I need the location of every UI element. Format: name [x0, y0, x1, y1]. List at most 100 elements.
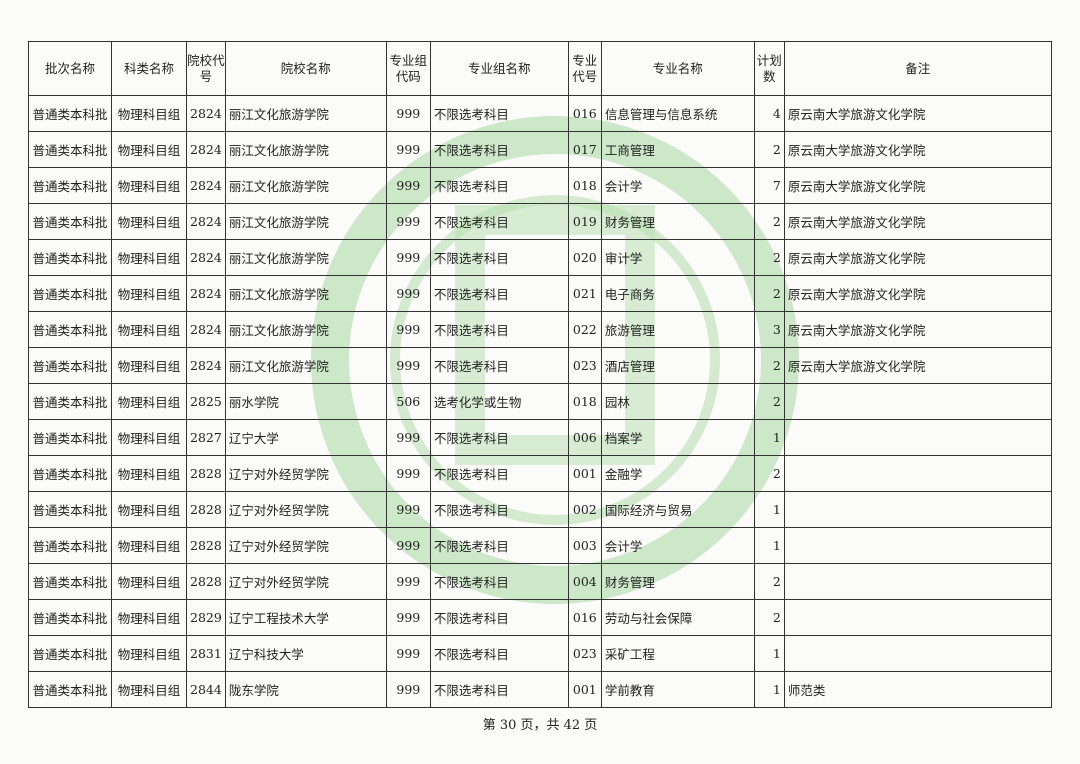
- cell-school-code: 2824: [186, 239, 226, 276]
- cell-category-name: 物理科目组: [111, 311, 187, 348]
- cell-major-name: 旅游管理: [600, 311, 755, 348]
- cell-major-code: 001: [567, 671, 602, 708]
- cell-plan-count: 1: [753, 635, 785, 672]
- cell-school-name: 丽江文化旅游学院: [224, 167, 387, 204]
- cell-school-name: 陇东学院: [224, 671, 387, 708]
- cell-remarks: [783, 527, 1052, 564]
- cell-group-code: 506: [385, 383, 431, 420]
- cell-major-name: 信息管理与信息系统: [600, 95, 755, 132]
- cell-category-name: 物理科目组: [111, 455, 187, 492]
- header-category-name: 科类名称: [111, 41, 187, 96]
- cell-school-code: 2828: [186, 527, 226, 564]
- cell-category-name: 物理科目组: [111, 347, 187, 384]
- cell-school-code: 2824: [186, 131, 226, 168]
- cell-batch-name: 普通类本科批: [28, 203, 112, 240]
- cell-major-name: 工商管理: [600, 131, 755, 168]
- cell-batch-name: 普通类本科批: [28, 383, 112, 420]
- cell-major-name: 审计学: [600, 239, 755, 276]
- cell-plan-count: 7: [753, 167, 785, 204]
- cell-major-code: 002: [567, 491, 602, 528]
- admission-plan-table: 批次名称 科类名称 院校代号 院校名称 专业组代码 专业组名称 专业代号 专业名称 计划数 备注 …: [28, 41, 1052, 708]
- cell-school-name: 辽宁对外经贸学院: [224, 455, 387, 492]
- header-remarks: 备注: [783, 41, 1052, 96]
- cell-category-name: 物理科目组: [111, 599, 187, 636]
- cell-major-code: 022: [567, 311, 602, 348]
- cell-category-name: 物理科目组: [111, 419, 187, 456]
- cell-group-name: 不限选考科目: [429, 167, 569, 204]
- cell-major-code: 001: [567, 455, 602, 492]
- cell-major-name: 园林: [600, 383, 755, 420]
- cell-group-name: 不限选考科目: [429, 203, 569, 240]
- cell-school-name: 丽江文化旅游学院: [224, 131, 387, 168]
- table-row: 普通类本科批 物理科目组 2824 丽江文化旅游学院 999 不限选考科目 020 审计学 2 原…: [28, 239, 1052, 276]
- cell-plan-count: 2: [753, 455, 785, 492]
- cell-category-name: 物理科目组: [111, 563, 187, 600]
- cell-group-name: 不限选考科目: [429, 419, 569, 456]
- cell-major-code: 023: [567, 635, 602, 672]
- cell-group-code: 999: [385, 95, 431, 132]
- header-school-code: 院校代号: [186, 41, 226, 96]
- cell-major-name: 电子商务: [600, 275, 755, 312]
- table-row: 普通类本科批 物理科目组 2844 陇东学院 999 不限选考科目 001 学前教育 1 师范类: [28, 671, 1052, 708]
- cell-group-code: 999: [385, 239, 431, 276]
- cell-major-name: 酒店管理: [600, 347, 755, 384]
- cell-group-name: 不限选考科目: [429, 95, 569, 132]
- cell-school-name: 丽江文化旅游学院: [224, 275, 387, 312]
- cell-school-name: 丽江文化旅游学院: [224, 239, 387, 276]
- cell-school-name: 辽宁对外经贸学院: [224, 563, 387, 600]
- cell-major-name: 档案学: [600, 419, 755, 456]
- cell-batch-name: 普通类本科批: [28, 419, 112, 456]
- cell-category-name: 物理科目组: [111, 635, 187, 672]
- cell-school-code: 2824: [186, 347, 226, 384]
- cell-group-code: 999: [385, 311, 431, 348]
- cell-batch-name: 普通类本科批: [28, 131, 112, 168]
- cell-school-code: 2828: [186, 455, 226, 492]
- cell-group-name: 不限选考科目: [429, 671, 569, 708]
- cell-group-code: 999: [385, 635, 431, 672]
- cell-major-code: 017: [567, 131, 602, 168]
- cell-major-name: 财务管理: [600, 203, 755, 240]
- cell-major-name: 国际经济与贸易: [600, 491, 755, 528]
- cell-group-name: 不限选考科目: [429, 347, 569, 384]
- cell-group-name: 不限选考科目: [429, 599, 569, 636]
- cell-remarks: 原云南大学旅游文化学院: [783, 239, 1052, 276]
- header-group-name: 专业组名称: [429, 41, 569, 96]
- cell-major-code: 021: [567, 275, 602, 312]
- cell-group-code: 999: [385, 455, 431, 492]
- page-number: 第 30 页，共 42 页: [482, 718, 598, 733]
- cell-school-code: 2824: [186, 203, 226, 240]
- cell-major-name: 财务管理: [600, 563, 755, 600]
- cell-batch-name: 普通类本科批: [28, 635, 112, 672]
- cell-group-name: 选考化学或生物: [429, 383, 569, 420]
- cell-school-code: 2824: [186, 95, 226, 132]
- cell-remarks: 原云南大学旅游文化学院: [783, 95, 1052, 132]
- cell-remarks: 原云南大学旅游文化学院: [783, 203, 1052, 240]
- cell-group-name: 不限选考科目: [429, 275, 569, 312]
- cell-school-code: 2824: [186, 311, 226, 348]
- cell-group-name: 不限选考科目: [429, 527, 569, 564]
- cell-school-name: 辽宁大学: [224, 419, 387, 456]
- cell-plan-count: 2: [753, 131, 785, 168]
- table-row: 普通类本科批 物理科目组 2824 丽江文化旅游学院 999 不限选考科目 016 信息管理与…: [28, 95, 1052, 132]
- cell-school-name: 丽江文化旅游学院: [224, 347, 387, 384]
- table-header-row: 批次名称 科类名称 院校代号 院校名称 专业组代码 专业组名称 专业代号 专业名称 计划数 备注: [28, 41, 1052, 96]
- cell-category-name: 物理科目组: [111, 491, 187, 528]
- header-major-code: 专业代号: [567, 41, 602, 96]
- cell-school-name: 丽江文化旅游学院: [224, 311, 387, 348]
- cell-school-code: 2824: [186, 275, 226, 312]
- cell-group-code: 999: [385, 563, 431, 600]
- cell-plan-count: 2: [753, 599, 785, 636]
- table-row: 普通类本科批 物理科目组 2824 丽江文化旅游学院 999 不限选考科目 018 会计学 7 原…: [28, 167, 1052, 204]
- cell-remarks: 原云南大学旅游文化学院: [783, 131, 1052, 168]
- header-major-name: 专业名称: [600, 41, 755, 96]
- cell-group-code: 999: [385, 167, 431, 204]
- header-plan-count: 计划数: [753, 41, 785, 96]
- cell-group-name: 不限选考科目: [429, 239, 569, 276]
- cell-major-code: 020: [567, 239, 602, 276]
- cell-remarks: 原云南大学旅游文化学院: [783, 275, 1052, 312]
- cell-group-name: 不限选考科目: [429, 311, 569, 348]
- cell-school-name: 丽水学院: [224, 383, 387, 420]
- cell-remarks: [783, 491, 1052, 528]
- cell-batch-name: 普通类本科批: [28, 527, 112, 564]
- cell-category-name: 物理科目组: [111, 527, 187, 564]
